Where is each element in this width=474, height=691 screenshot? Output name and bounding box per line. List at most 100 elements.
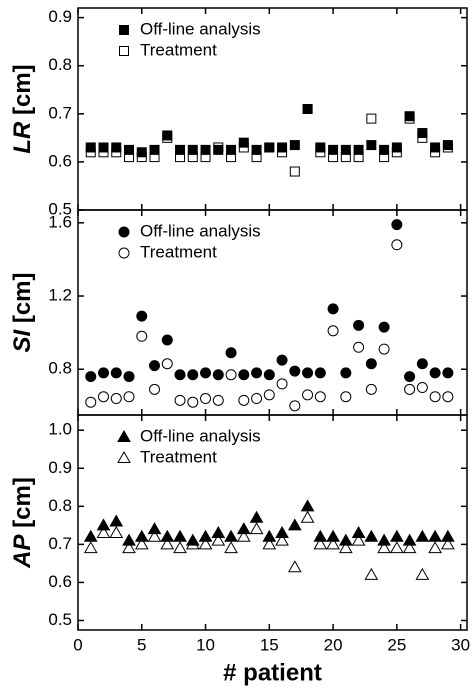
y-axis-label: LR [cm] [9,64,36,153]
marker [404,111,415,122]
marker [175,144,186,155]
y-tick-label: 0.8 [48,359,72,378]
marker [302,104,313,114]
marker [251,144,262,155]
marker [236,522,251,535]
marker [287,560,302,573]
y-axis-label: SI [cm] [9,272,36,352]
marker [109,525,124,538]
plot-frame [77,414,468,631]
marker [224,529,238,542]
y-tick-label: 0.5 [48,199,72,218]
marker [391,219,403,231]
marker [315,142,326,153]
y-axis-label-unit: [cm] [9,272,36,323]
marker [364,567,379,580]
y-axis-label-unit: [cm] [9,477,36,528]
plot-frame [77,7,468,211]
x-tick-label: 30 [451,635,470,654]
marker [110,367,122,379]
y-tick-label: 0.8 [48,496,72,515]
marker [389,541,404,554]
marker [200,367,212,379]
marker [212,369,224,381]
marker [211,533,226,546]
marker [300,510,315,523]
marker [85,396,97,408]
y-tick-label: 0.7 [48,534,72,553]
marker [162,130,173,141]
marker [353,144,364,155]
marker [160,537,175,550]
marker [226,144,237,155]
x-axis-label: # patient [223,659,322,686]
y-tick-label: 0.6 [48,572,72,591]
marker [300,499,315,512]
marker [160,529,175,542]
marker [353,341,365,353]
marker [122,533,136,546]
y-axis-label-var: SI [9,329,36,353]
marker [313,529,328,542]
marker [428,529,442,542]
marker [187,369,199,381]
marker [211,525,226,538]
legend-label: Off-line analysis [140,19,261,38]
y-tick-label: 0.5 [48,610,72,629]
marker [213,144,224,155]
marker [119,46,129,56]
marker [326,529,340,542]
y-tick-label: 0.7 [48,103,72,122]
marker [275,533,289,546]
marker [251,367,263,379]
marker [429,367,441,379]
marker [147,529,162,542]
marker [340,144,351,155]
marker [441,529,455,542]
marker [187,396,199,408]
marker [118,247,130,259]
marker [389,529,404,542]
y-tick-label: 0.9 [48,458,72,477]
y-axis-label-var: LR [9,121,36,154]
marker [402,541,417,554]
marker [314,367,326,379]
marker [416,358,428,370]
marker [174,394,186,406]
marker [118,226,130,238]
marker [147,522,162,535]
marker [289,400,301,412]
marker [238,137,249,148]
marker [351,525,366,538]
marker [136,147,147,158]
marker [378,343,390,355]
marker [98,367,110,379]
y-tick-label: 1.2 [48,286,72,305]
marker [212,394,224,406]
marker [302,367,314,379]
marker [123,391,135,403]
marker [136,310,148,322]
marker [314,391,326,403]
marker [365,358,377,370]
marker [415,529,430,542]
y-tick-label: 0.9 [48,7,72,26]
y-axis-label-unit: [cm] [9,64,36,115]
marker [442,367,454,379]
marker [85,371,97,383]
marker [404,371,416,383]
marker [276,378,288,390]
marker [149,360,161,372]
marker [173,541,187,554]
marker [110,393,122,405]
marker [377,541,391,554]
marker [117,450,131,463]
marker [83,529,98,542]
legend-label: Treatment [140,242,217,261]
x-tick-label: 10 [196,635,215,654]
marker [365,383,377,395]
marker [134,537,149,550]
marker [327,303,339,315]
marker [417,128,428,139]
